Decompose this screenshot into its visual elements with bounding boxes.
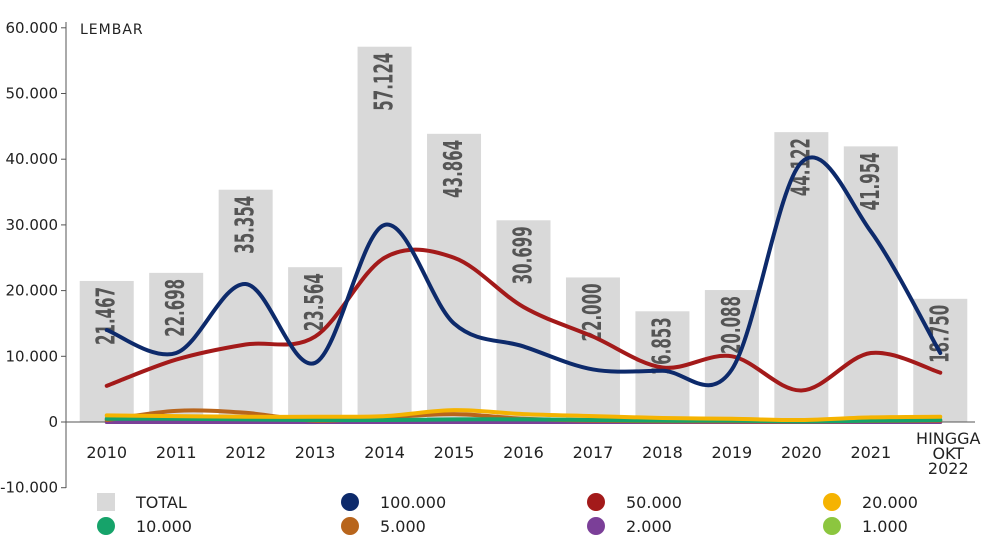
x-tick-label: 2011 bbox=[156, 443, 197, 462]
legend-label: 1.000 bbox=[862, 517, 908, 536]
bar-value-label: 41.954 bbox=[856, 152, 886, 210]
bar-total-10 bbox=[774, 132, 829, 422]
bars-layer bbox=[79, 46, 968, 423]
legend-swatch bbox=[341, 493, 359, 511]
x-tick-label: 2021 bbox=[850, 443, 891, 462]
bar-value-label: 22.698 bbox=[161, 279, 191, 337]
bar-value-label: 44.122 bbox=[786, 138, 816, 196]
legend-swatch bbox=[341, 517, 359, 535]
y-tick-label: 60.000 bbox=[6, 19, 59, 37]
x-tick-label: 2013 bbox=[295, 443, 336, 462]
legend-label: 50.000 bbox=[626, 493, 682, 512]
bar-value-label: 35.354 bbox=[231, 196, 261, 254]
x-tick-label: HINGGA OKT 2022 bbox=[916, 429, 981, 478]
y-tick-label: 50.000 bbox=[6, 85, 59, 103]
y-tick-label: -10.000 bbox=[0, 479, 58, 497]
bar-value-label: 23.564 bbox=[300, 273, 330, 331]
bar-total-6 bbox=[496, 220, 551, 422]
x-tick-label: 2015 bbox=[434, 443, 475, 462]
x-tick-label: 2020 bbox=[781, 443, 822, 462]
legend-label: TOTAL bbox=[135, 493, 187, 512]
series-line-50000 bbox=[104, 247, 943, 393]
bar-total-7 bbox=[565, 277, 620, 422]
legend-swatch bbox=[587, 517, 605, 535]
legend-swatch-total bbox=[97, 493, 115, 511]
x-tick-label: 2010 bbox=[86, 443, 127, 462]
bar-value-label: 30.699 bbox=[509, 226, 539, 284]
legend-label: 100.000 bbox=[380, 493, 446, 512]
y-tick-label: 10.000 bbox=[6, 347, 59, 365]
x-tick-label: 2017 bbox=[573, 443, 614, 462]
legend: TOTAL 100.000 50.000 20.000 10.000 5.000 2.000… bbox=[97, 493, 918, 536]
ticks-layer: -10.000 0 10.000 20.000 30.000 40.000 50.000 60… bbox=[0, 19, 980, 497]
y-tick-label: 20.000 bbox=[6, 282, 59, 300]
y-tick-label: 30.000 bbox=[6, 216, 59, 234]
bar-total-0 bbox=[79, 280, 134, 422]
legend-swatch bbox=[587, 493, 605, 511]
series-line-100000 bbox=[104, 155, 943, 388]
legend-label: 2.000 bbox=[626, 517, 672, 536]
legend-label: 10.000 bbox=[136, 517, 192, 536]
legend-swatch bbox=[823, 493, 841, 511]
legend-label: 5.000 bbox=[380, 517, 426, 536]
y-tick-label: 40.000 bbox=[6, 150, 59, 168]
unit-label: LEMBAR bbox=[80, 22, 144, 38]
bar-total-2 bbox=[218, 189, 273, 422]
x-tick-label: 2014 bbox=[364, 443, 405, 462]
bar-total-11 bbox=[843, 146, 898, 422]
legend-swatch bbox=[823, 517, 841, 535]
x-tick-label: 2016 bbox=[503, 443, 544, 462]
bar-total-1 bbox=[149, 272, 204, 422]
lines-layer bbox=[104, 155, 943, 425]
bar-total-5 bbox=[427, 133, 482, 422]
series-line-20000 bbox=[104, 408, 943, 423]
y-tick-label: 0 bbox=[48, 413, 58, 431]
x-tick-label: 2019 bbox=[712, 443, 753, 462]
x-tick-label: 2018 bbox=[642, 443, 683, 462]
bar-value-label: 57.124 bbox=[370, 53, 400, 111]
bar-value-label: 43.864 bbox=[439, 140, 469, 198]
x-tick-label: 2012 bbox=[225, 443, 266, 462]
legend-label: 20.000 bbox=[862, 493, 918, 512]
legend-swatch bbox=[97, 517, 115, 535]
